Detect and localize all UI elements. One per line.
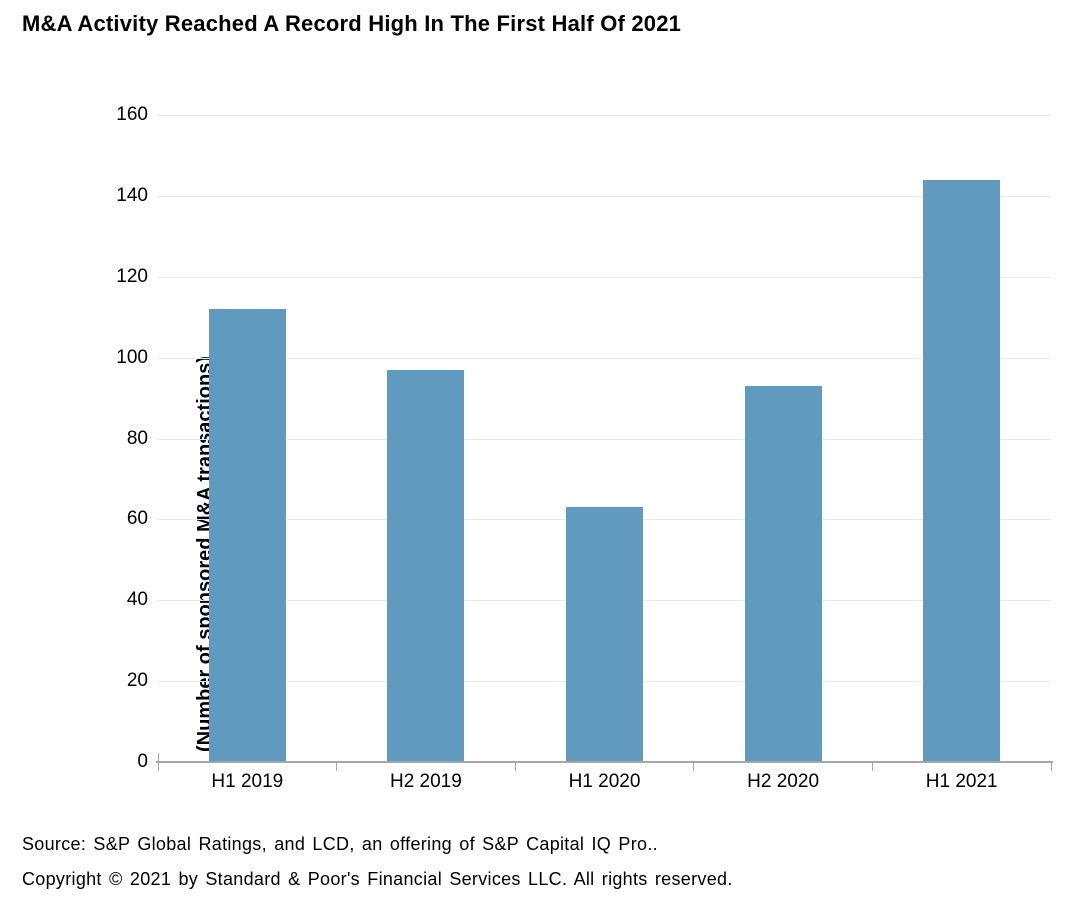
- x-axis-tick: [336, 763, 338, 771]
- y-tick-label-120: 120: [116, 265, 148, 287]
- bar-h2-2020: [744, 385, 822, 762]
- y-tick-label-0: 0: [137, 751, 148, 772]
- y-tick-label-160: 160: [116, 104, 148, 125]
- x-axis-tick: [693, 763, 695, 771]
- x-axis-tick: [514, 763, 516, 771]
- x-axis-tick: [871, 763, 873, 771]
- x-tick-label-h1-2021: H1 2021: [925, 771, 998, 792]
- y-axis-zero-tick: [158, 753, 159, 762]
- bar-h1-2019: [208, 309, 286, 762]
- y-tick-label-100: 100: [116, 346, 148, 368]
- copyright-note: Copyright © 2021 by Standard & Poor's Fi…: [22, 869, 733, 889]
- gridline-160: [158, 115, 1051, 116]
- y-tick-label-20: 20: [126, 670, 148, 692]
- bar-h1-2021: [923, 179, 1001, 762]
- gridline-100: [158, 357, 1051, 359]
- x-axis-line: [156, 761, 1053, 763]
- x-tick-label-h2-2019: H2 2019: [389, 771, 462, 792]
- x-axis-tick: [1050, 763, 1052, 771]
- gridline-140: [158, 195, 1051, 197]
- bar-h1-2020: [566, 507, 643, 762]
- bar-h2-2019: [387, 369, 465, 762]
- source-note: Source: S&P Global Ratings, and LCD, an …: [22, 834, 658, 854]
- chart-title: M&A Activity Reached A Record High In Th…: [22, 11, 682, 36]
- y-tick-label-80: 80: [126, 427, 148, 449]
- gridline-120: [158, 276, 1051, 278]
- y-tick-label-140: 140: [116, 184, 148, 206]
- gridline-80: [158, 438, 1051, 440]
- x-tick-label-h1-2019: H1 2019: [211, 771, 284, 792]
- x-tick-label-h1-2020: H1 2020: [568, 771, 641, 792]
- y-tick-label-60: 60: [126, 508, 148, 530]
- x-axis-tick: [157, 763, 159, 771]
- x-tick-label-h2-2020: H2 2020: [747, 771, 820, 792]
- y-tick-label-40: 40: [126, 589, 148, 611]
- plot-area: (Number of sponsored M&A transactions): [158, 115, 1051, 762]
